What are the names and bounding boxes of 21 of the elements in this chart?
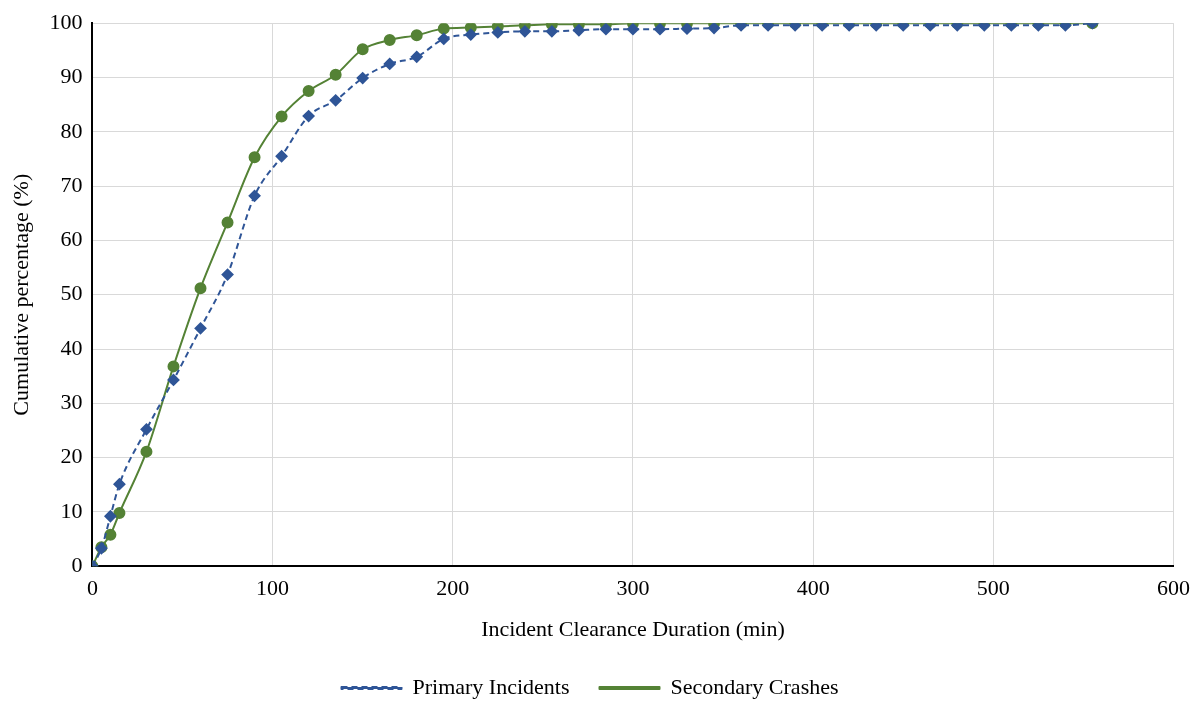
y-tick-label: 60 (60, 226, 83, 252)
y-tick-label: 70 (60, 171, 83, 197)
y-tick-label: 80 (60, 117, 83, 143)
y-tick-label: 0 (71, 551, 83, 577)
y-axis-title: Cumulative percentage (%) (7, 173, 33, 416)
y-tick-label: 100 (49, 8, 83, 34)
x-tick-label: 200 (436, 575, 470, 601)
x-tick-label: 100 (256, 575, 290, 601)
y-tick-label: 90 (60, 63, 83, 89)
x-tick-label: 400 (796, 575, 830, 601)
legend-label: Secondary Crashes (670, 673, 839, 699)
legend-label: Primary Incidents (412, 673, 570, 699)
x-tick-label: 500 (976, 575, 1010, 601)
x-tick-label: 300 (616, 575, 650, 601)
y-tick-label: 50 (60, 280, 83, 306)
x-tick-label: 600 (1157, 575, 1190, 601)
y-tick-label: 20 (60, 443, 83, 469)
y-tick-label: 10 (60, 497, 83, 523)
x-axis-title: Incident Clearance Duration (min) (481, 615, 785, 641)
y-tick-label: 30 (60, 389, 83, 415)
y-tick-label: 40 (60, 334, 83, 360)
